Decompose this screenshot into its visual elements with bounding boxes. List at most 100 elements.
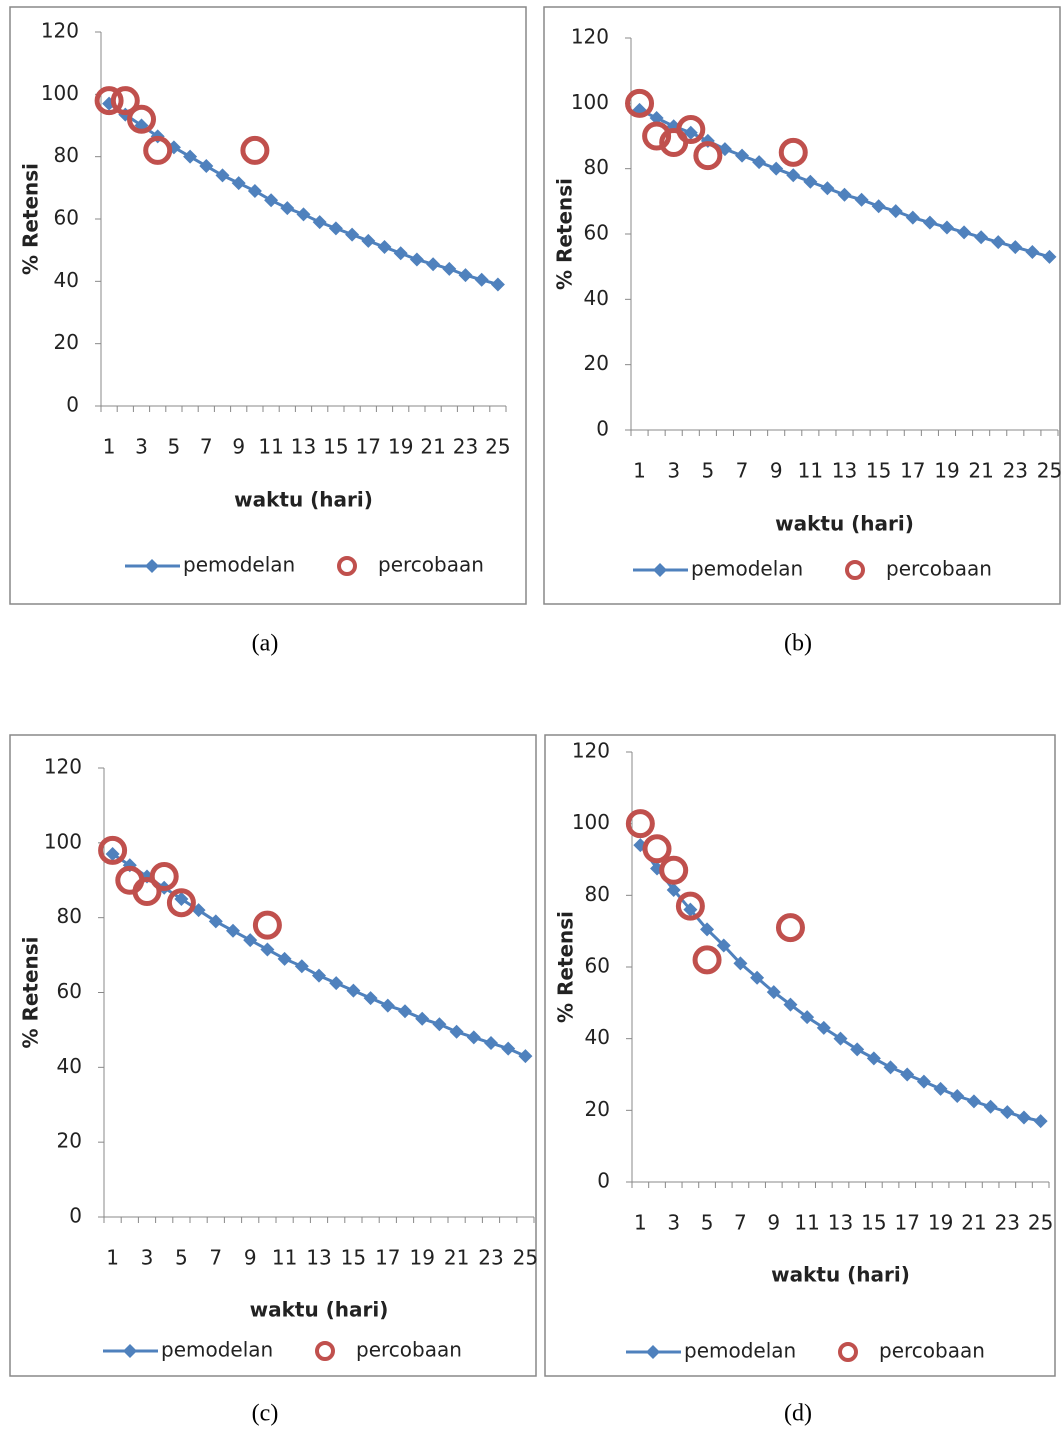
point [735,149,749,163]
y-tick-label: 20 [584,351,609,375]
x-tick-label: 17 [900,459,925,483]
point [518,1049,532,1063]
panel-border [10,7,526,604]
point [1025,245,1039,259]
y-tick-label: 20 [57,1129,82,1153]
point [378,240,392,254]
point [957,225,971,239]
x-tick-label: 23 [995,1211,1020,1235]
point [381,999,395,1013]
point [923,216,937,230]
point [248,184,262,198]
y-tick-label: 120 [572,739,610,763]
y-axis-label: % Retensi [19,936,43,1048]
x-tick-label: 15 [866,459,891,483]
point [786,168,800,182]
x-tick-label: 19 [928,1211,953,1235]
x-tick-label: 21 [444,1246,469,1270]
y-tick-label: 0 [69,1204,82,1228]
point [475,273,489,287]
y-tick-label: 60 [57,979,82,1003]
point [855,193,869,207]
y-tick-label: 120 [44,755,82,779]
legend-marker [653,563,667,577]
point [361,234,375,248]
point [264,193,278,207]
x-tick-label: 9 [770,459,783,483]
point [432,1017,446,1031]
x-tick-label: 3 [141,1246,154,1270]
point [484,1036,498,1050]
point [974,230,988,244]
x-axis-label: waktu (hari) [775,512,914,536]
point [329,221,343,235]
x-tick-label: 15 [341,1246,366,1270]
legend-label: percobaan [886,557,992,581]
y-tick-label: 60 [54,206,79,230]
x-tick-label: 11 [794,1211,819,1235]
point [260,942,274,956]
y-axis-label: % Retensi [554,911,578,1023]
x-tick-label: 17 [894,1211,919,1235]
legend-marker [847,562,863,578]
point [906,211,920,225]
point [295,959,309,973]
x-tick-label: 1 [634,1211,647,1235]
point [410,253,424,267]
point [820,181,834,195]
x-axis-label: waktu (hari) [771,1263,910,1287]
point [216,168,230,182]
x-tick-label: 1 [103,435,116,459]
x-tick-label: 5 [168,435,181,459]
figure: 020406080100120135791113151719212325wakt… [0,0,1061,1433]
y-tick-label: 120 [41,19,79,43]
point [872,199,886,213]
point [345,228,359,242]
x-tick-label: 19 [388,435,413,459]
point [491,277,505,291]
x-tick-label: 25 [485,435,510,459]
y-tick-label: 0 [596,417,609,441]
y-tick-label: 60 [584,221,609,245]
y-tick-label: 40 [585,1025,610,1049]
x-tick-label: 17 [356,435,381,459]
point [501,1042,515,1056]
legend-label: percobaan [378,553,484,577]
point [917,1075,931,1089]
y-tick-label: 100 [41,81,79,105]
point [838,188,852,202]
point [232,176,246,190]
x-tick-label: 19 [934,459,959,483]
point [889,204,903,218]
caption: (d) [784,1401,812,1427]
point [752,155,766,169]
point [394,246,408,260]
point [1017,1111,1031,1125]
x-tick-label: 21 [961,1211,986,1235]
x-tick-label: 13 [306,1246,331,1270]
point [695,948,719,972]
x-tick-label: 15 [861,1211,886,1235]
x-tick-label: 21 [420,435,445,459]
point [967,1094,981,1108]
point [255,913,279,937]
point [884,1060,898,1074]
x-tick-label: 1 [106,1246,119,1270]
y-tick-label: 0 [597,1169,610,1193]
legend-label: pemodelan [691,557,803,581]
y-tick-label: 80 [54,143,79,167]
x-tick-label: 9 [767,1211,780,1235]
point [278,952,292,966]
legend-label: pemodelan [684,1339,796,1363]
series-line [640,845,1040,1121]
legend-marker [646,1345,660,1359]
point [415,1012,429,1026]
point [450,1025,464,1039]
series-line [109,104,498,285]
point [243,138,267,162]
x-tick-label: 7 [200,435,213,459]
x-tick-label: 25 [1037,459,1061,483]
x-tick-label: 23 [453,435,478,459]
x-tick-label: 3 [667,1211,680,1235]
point [442,262,456,276]
